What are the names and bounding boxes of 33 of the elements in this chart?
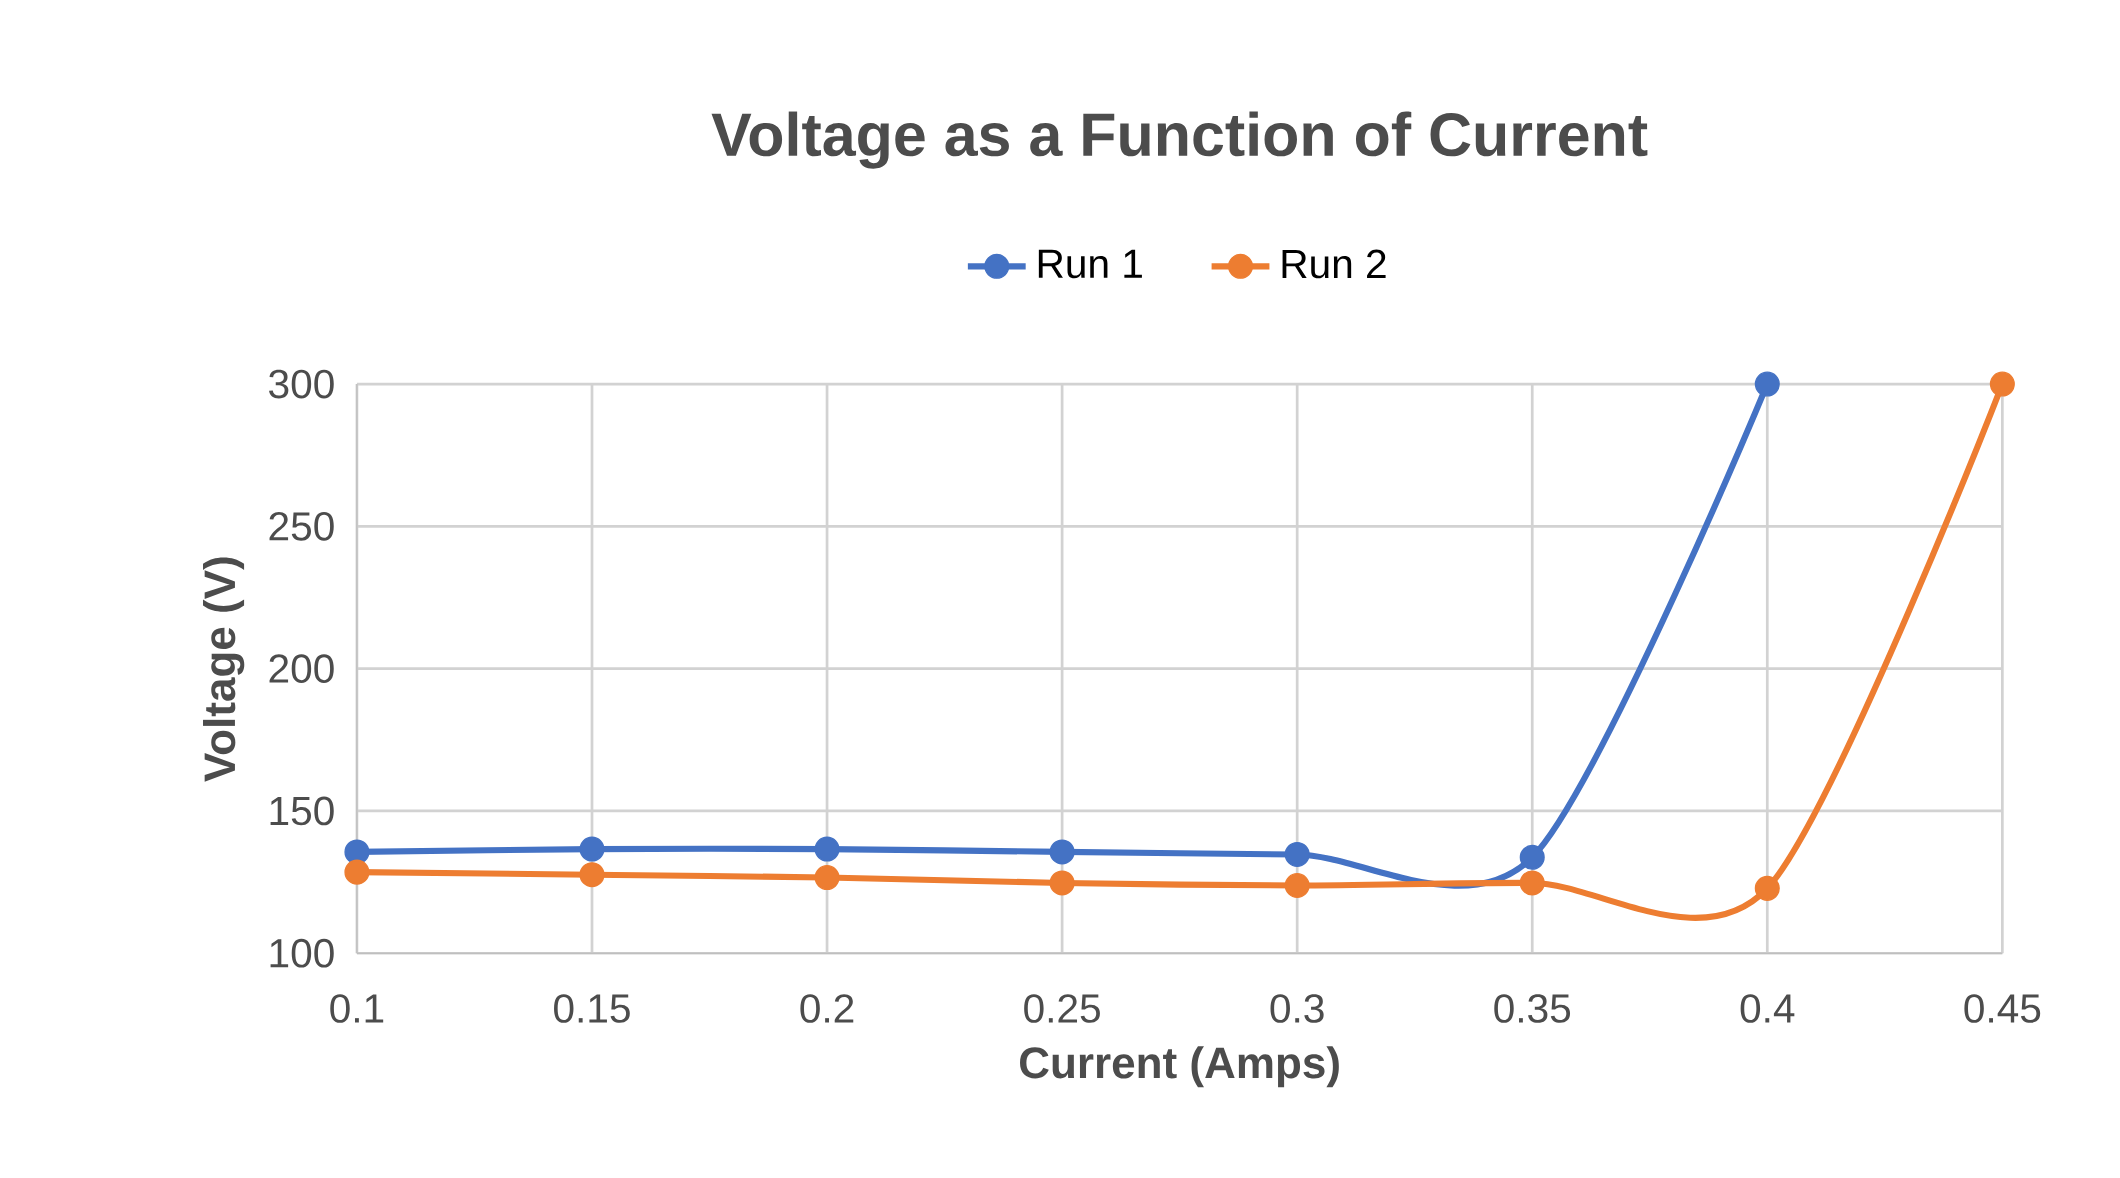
point xyxy=(344,839,370,865)
point xyxy=(814,864,840,891)
x-tick-label: 0.15 xyxy=(554,994,630,1023)
legend-label: Run 1 xyxy=(1038,249,1142,279)
point xyxy=(1754,875,1780,901)
y-tick-label: 200 xyxy=(269,654,334,683)
y-tick-label: 150 xyxy=(270,796,334,826)
point xyxy=(1519,870,1545,896)
point xyxy=(579,836,605,862)
y-tick-label: 300 xyxy=(269,369,334,399)
point xyxy=(1049,870,1075,896)
point xyxy=(1284,841,1310,867)
point xyxy=(579,862,605,888)
x-tick-label: 0.2 xyxy=(800,994,854,1023)
x-tick-label: 0.4 xyxy=(1740,994,1795,1023)
point xyxy=(814,836,840,862)
x-tick-label: 0.45 xyxy=(1964,994,2041,1023)
point xyxy=(1284,872,1310,899)
x-tick-label: 0.25 xyxy=(1024,994,1100,1023)
point xyxy=(1754,371,1780,397)
chart-title: Voltage as a Function of Current xyxy=(711,111,1648,169)
y-axis-title: Voltage (V) xyxy=(203,557,245,782)
point xyxy=(1989,371,2015,397)
x-tick-label: 0.35 xyxy=(1494,994,1571,1023)
x-axis-title: Current (Amps) xyxy=(1020,1046,1339,1088)
point xyxy=(1519,844,1545,870)
x-tick-label: 0.3 xyxy=(1270,994,1324,1023)
y-tick-label: 100 xyxy=(270,938,334,968)
legend-label: Run 2 xyxy=(1282,249,1386,279)
point xyxy=(1049,839,1075,865)
y-tick-label: 250 xyxy=(269,511,334,541)
x-tick-label: 0.1 xyxy=(330,994,384,1023)
point xyxy=(344,859,370,885)
